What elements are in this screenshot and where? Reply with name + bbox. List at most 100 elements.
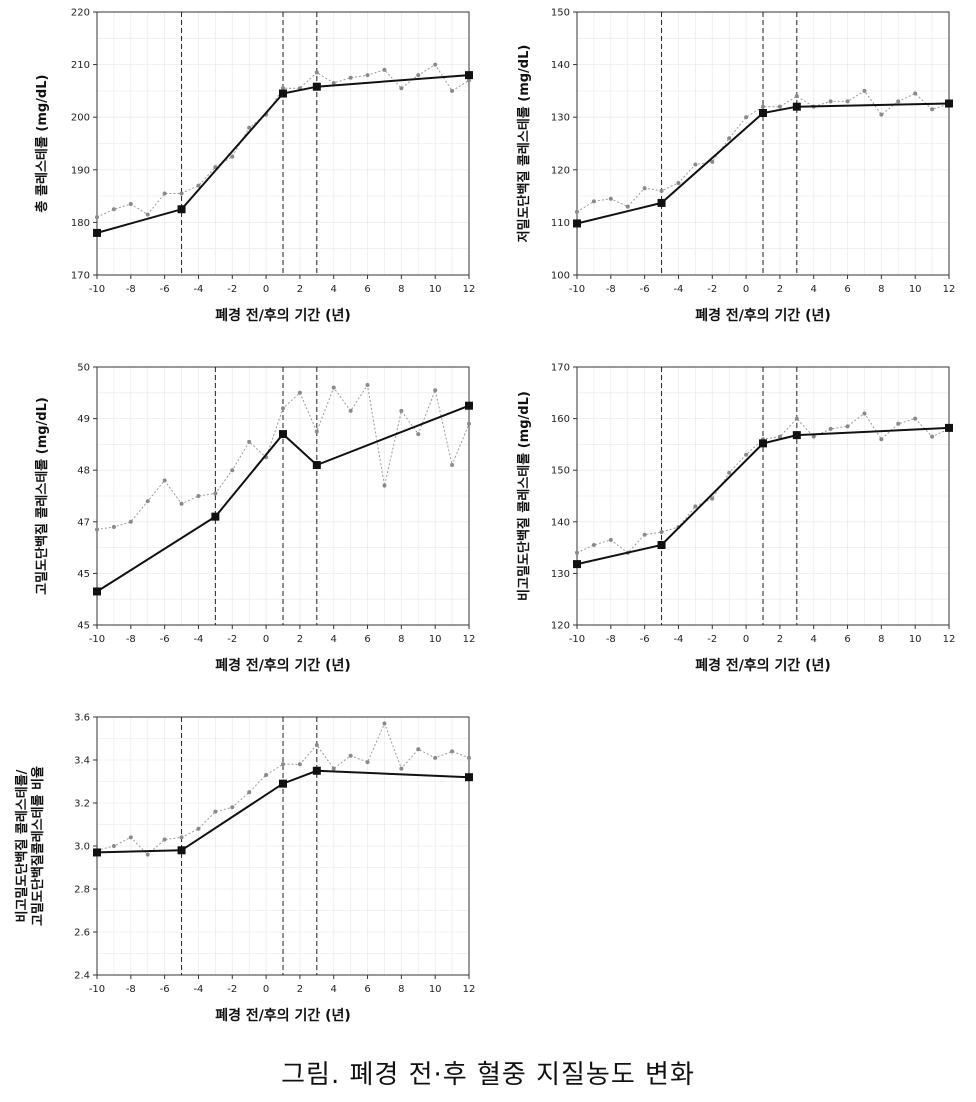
observed-point xyxy=(416,73,421,78)
observed-point xyxy=(845,99,850,104)
x-tick-label: 0 xyxy=(743,284,749,295)
fitted-point xyxy=(93,228,101,237)
y-tick-label: 140 xyxy=(551,60,570,71)
x-tick-label: -6 xyxy=(160,284,170,295)
fitted-point xyxy=(279,89,287,98)
x-tick-label: 8 xyxy=(398,634,404,645)
fitted-point xyxy=(792,431,801,440)
observed-point xyxy=(467,755,471,760)
y-tick-label: 2.6 xyxy=(74,928,90,939)
x-tick-label: 2 xyxy=(297,984,303,995)
x-tick-label: 6 xyxy=(844,634,850,645)
observed-point xyxy=(608,537,613,542)
chart-panel-5: -10 -8 -6 -4 -2 0 2 4 6 8 10 12 2.4 2.6 2.8 3.0 3.2 3.4 3.… xyxy=(14,713,475,1025)
observed-point xyxy=(196,826,201,831)
observed-point xyxy=(467,78,471,83)
y-tick-label: 150 xyxy=(551,466,570,477)
x-tick-label: -8 xyxy=(606,634,616,645)
fitted-point xyxy=(312,766,321,775)
observed-point xyxy=(811,434,816,439)
y-axis-label: 총 콜레스테롤 (mg/dL) xyxy=(34,75,50,213)
fitted-point xyxy=(93,587,101,596)
observed-point xyxy=(828,99,833,104)
observed-point xyxy=(399,766,404,771)
observed-point xyxy=(111,524,116,529)
fitted-point xyxy=(465,401,473,410)
observed-point xyxy=(794,94,799,99)
observed-point xyxy=(862,411,867,416)
fitted-point xyxy=(93,848,101,857)
chart-panel-3: -10 -8 -6 -4 -2 0 2 4 6 8 10 12 45 45 47 48 49 50 폐경 전/후의 … xyxy=(34,363,475,675)
observed-point xyxy=(145,499,150,504)
observed-point xyxy=(281,406,285,411)
y-tick-label: 210 xyxy=(71,60,90,71)
x-tick-label: -2 xyxy=(227,984,237,995)
x-tick-label: 12 xyxy=(463,984,476,995)
y-tick-label: 47 xyxy=(77,517,90,528)
x-tick-label: -8 xyxy=(126,634,136,645)
observed-point xyxy=(896,421,901,426)
observed-point xyxy=(196,494,201,498)
x-tick-label: 4 xyxy=(811,284,817,295)
fitted-point xyxy=(177,205,186,214)
x-tick-label: -10 xyxy=(569,634,585,645)
observed-point xyxy=(433,388,438,393)
observed-point xyxy=(128,201,133,206)
observed-point xyxy=(416,432,421,437)
observed-point xyxy=(382,721,387,726)
observed-point xyxy=(399,408,404,413)
observed-point xyxy=(693,162,698,167)
x-tick-label: -10 xyxy=(89,984,105,995)
x-axis-label: 폐경 전/후의 기간 (년) xyxy=(215,307,351,324)
observed-point xyxy=(331,81,336,86)
fitted-point xyxy=(573,219,581,228)
x-axis-label: 폐경 전/후의 기간 (년) xyxy=(695,307,831,324)
x-tick-label: -8 xyxy=(126,284,136,295)
observed-point xyxy=(642,532,647,537)
observed-point xyxy=(382,483,387,488)
observed-point xyxy=(608,196,613,201)
fitted-point xyxy=(759,108,767,117)
x-tick-label: -4 xyxy=(673,284,683,295)
observed-point xyxy=(710,496,715,501)
observed-point xyxy=(467,421,471,426)
y-tick-label: 2.4 xyxy=(74,971,90,982)
observed-point xyxy=(744,452,749,457)
observed-point xyxy=(331,385,336,390)
x-tick-label: 2 xyxy=(777,634,783,645)
observed-point xyxy=(213,809,218,814)
x-tick-label: -4 xyxy=(193,284,203,295)
y-tick-label: 140 xyxy=(551,517,570,528)
x-tick-label: -8 xyxy=(126,984,136,995)
observed-point xyxy=(879,437,884,442)
observed-point xyxy=(365,383,370,388)
x-tick-label: -4 xyxy=(193,634,203,645)
fitted-point xyxy=(177,846,186,855)
x-tick-label: -6 xyxy=(640,284,650,295)
observed-point xyxy=(761,104,765,109)
fitted-point xyxy=(573,560,581,569)
observed-point xyxy=(247,790,252,795)
x-tick-label: 12 xyxy=(463,284,476,295)
x-axis-label: 폐경 전/후의 기간 (년) xyxy=(215,657,351,674)
x-tick-label: 0 xyxy=(263,284,269,295)
x-tick-label: 10 xyxy=(909,284,922,295)
y-tick-label: 45 xyxy=(77,621,90,632)
observed-point xyxy=(247,125,252,130)
y-tick-label: 170 xyxy=(71,271,90,282)
x-tick-label: -2 xyxy=(707,284,717,295)
fitted-point xyxy=(279,430,287,439)
y-axis-label: 비고밀도단백질 콜레스테롤/ xyxy=(14,769,30,922)
observed-point xyxy=(591,543,596,548)
observed-point xyxy=(399,86,404,91)
y-axis-label: 고밀도단백질 콜레스테롤 (mg/dL) xyxy=(34,397,50,595)
observed-point xyxy=(710,159,715,164)
observed-point xyxy=(913,91,918,96)
observed-point xyxy=(230,154,235,159)
fitted-point xyxy=(945,99,953,108)
observed-point xyxy=(145,212,150,217)
fitted-point xyxy=(312,82,321,91)
x-tick-label: 10 xyxy=(429,634,442,645)
x-axis-label: 폐경 전/후의 기간 (년) xyxy=(215,1007,351,1024)
